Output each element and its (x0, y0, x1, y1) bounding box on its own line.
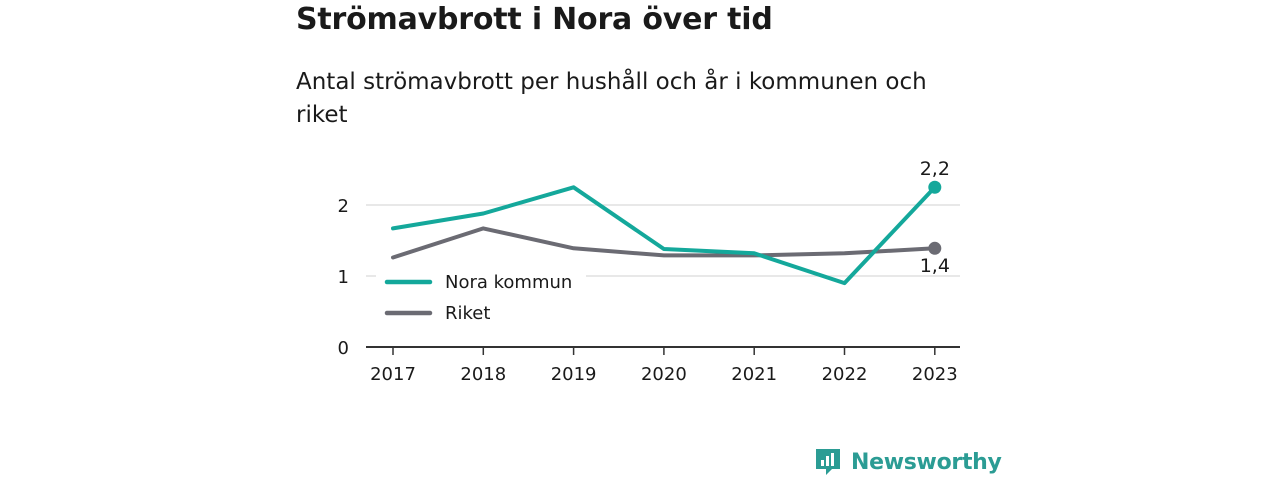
data-label-riket: 1,4 (920, 255, 950, 277)
y-tick-label: 1 (338, 267, 349, 288)
brand-logo: Newsworthy (814, 444, 1002, 480)
data-label-nora-kommun: 2,2 (920, 158, 950, 180)
end-point-riket (928, 241, 942, 255)
x-tick-label: 2023 (912, 364, 958, 385)
end-point-nora-kommun (928, 180, 942, 194)
x-tick-label: 2022 (822, 364, 868, 385)
chart-subtitle: Antal strömavbrott per hushåll och år i … (296, 69, 927, 128)
y-tick-label: 0 (338, 338, 349, 359)
newsworthy-logo-icon (816, 449, 840, 475)
series-line-nora-kommun (391, 185, 937, 286)
legend-label: Nora kommun (445, 272, 572, 293)
x-tick-label: 2017 (370, 364, 416, 385)
chart-title: Strömavbrott i Nora över tid (296, 2, 773, 37)
x-tick-label: 2018 (460, 364, 506, 385)
x-tick-label: 2021 (731, 364, 777, 385)
brand-name: Newsworthy (851, 449, 1002, 475)
y-tick-label: 2 (338, 196, 349, 217)
legend-bg (376, 293, 586, 321)
x-tick-label: 2020 (641, 364, 687, 385)
series-line-riket (391, 226, 937, 260)
legend-label: Riket (445, 303, 490, 324)
legend-bg (376, 262, 586, 290)
x-tick-label: 2019 (551, 364, 597, 385)
